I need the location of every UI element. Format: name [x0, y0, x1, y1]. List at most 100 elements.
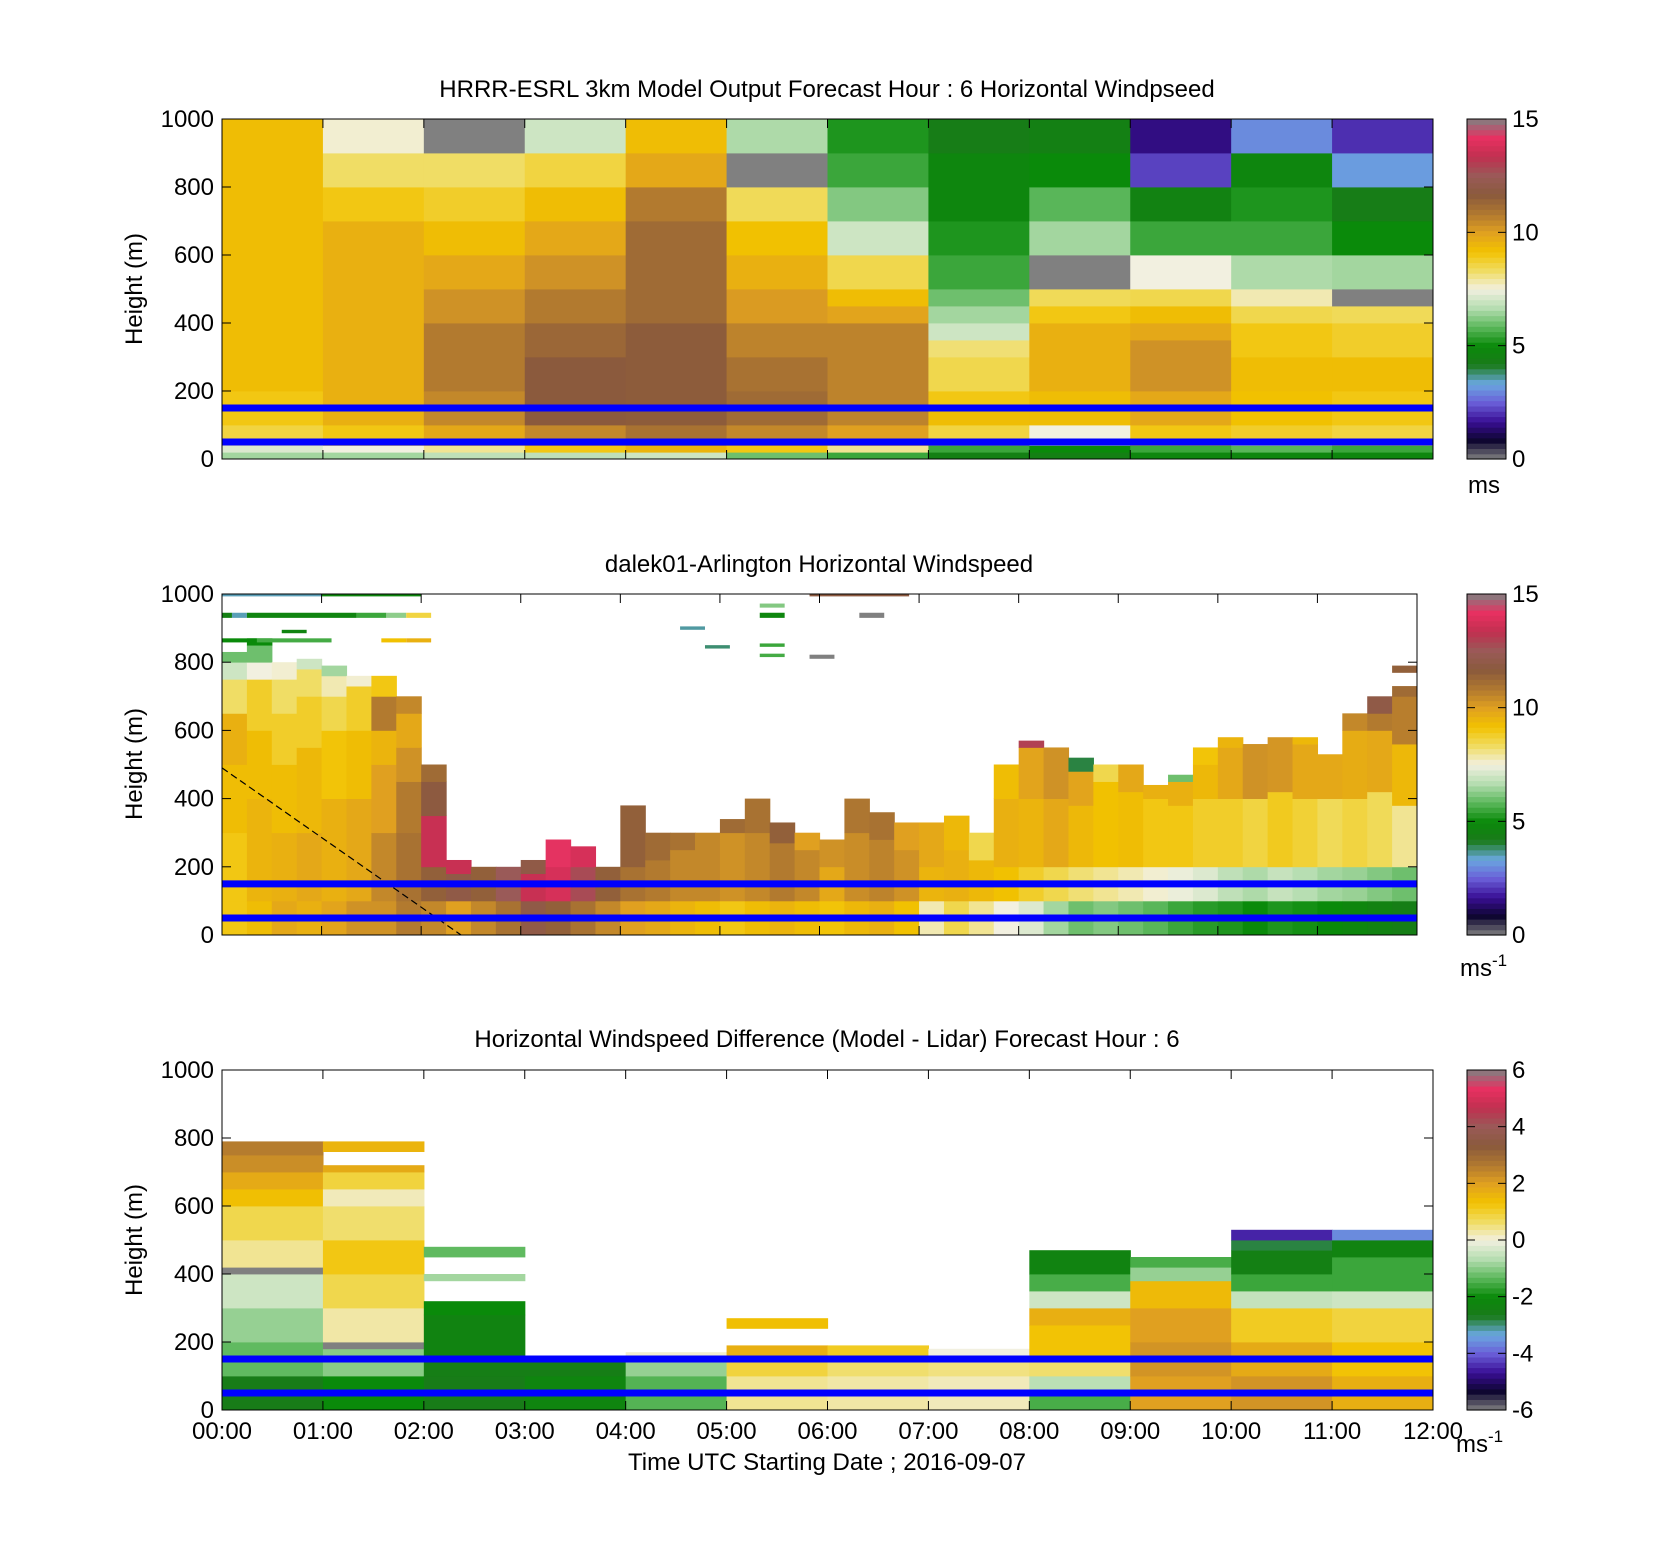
colorbar-segment — [1467, 876, 1506, 883]
heatmap-cell — [222, 425, 324, 439]
heatmap-cell — [322, 187, 425, 222]
colorbar: 0 5 10 15 ms-1 — [1460, 581, 1539, 982]
colorbar-segment — [1467, 908, 1506, 915]
heatmap-cell — [928, 289, 1030, 307]
colorbar-segment — [1467, 1186, 1506, 1193]
colorbar-segment — [1467, 1309, 1506, 1315]
colorbar-segment — [1467, 1155, 1506, 1161]
colorbar-segment — [1467, 1271, 1506, 1278]
heatmap-cell — [322, 452, 425, 459]
colorbar-segment — [1467, 363, 1506, 370]
heatmap-cell — [827, 119, 930, 154]
heatmap-cell — [1130, 187, 1232, 222]
colorbar-segment — [1467, 705, 1506, 712]
colorbar-segment — [1467, 1335, 1506, 1342]
heatmap-cell — [222, 1240, 324, 1268]
heatmap-cell — [371, 764, 397, 834]
heatmap-cell — [809, 654, 835, 659]
heatmap-cell — [271, 679, 298, 714]
heatmap-cell — [1231, 1240, 1333, 1251]
colorbar-segment — [1467, 1229, 1506, 1236]
heatmap-cell — [827, 1359, 930, 1377]
panel-difference: Horizontal Windspeed Difference (Model -… — [121, 1026, 1533, 1458]
colorbar-segment — [1467, 743, 1506, 750]
heatmap-cell — [625, 153, 728, 188]
colorbar-segment — [1467, 1298, 1506, 1305]
heatmap-cell — [1130, 452, 1232, 459]
heatmap-cell — [524, 153, 627, 188]
heatmap-cell — [524, 221, 627, 256]
colorbar-segment — [1467, 421, 1506, 428]
heatmap-cell — [759, 612, 785, 618]
colorbar-segment — [1467, 1362, 1506, 1369]
panel-model: HRRR-ESRL 3km Model Output Forecast Hour… — [121, 76, 1539, 499]
colorbar-tick-label: 0 — [1512, 922, 1525, 949]
colorbar-segment — [1467, 833, 1506, 840]
heatmap-cell — [928, 445, 1030, 453]
colorbar-segment — [1467, 695, 1506, 702]
colorbar-segment — [1467, 1117, 1506, 1124]
heatmap-cell — [1029, 255, 1131, 290]
colorbar-segment — [1467, 881, 1506, 888]
heatmap-cell — [726, 1318, 829, 1329]
colorbar-segment — [1467, 299, 1506, 306]
colorbar-tick-label: 15 — [1512, 106, 1539, 133]
colorbar-segment — [1467, 182, 1506, 189]
colorbar-segment — [1467, 188, 1506, 194]
colorbar-segments — [1467, 119, 1506, 460]
heatmap-cell — [1143, 784, 1169, 799]
heatmap-cell — [1118, 764, 1144, 793]
colorbar-segment — [1467, 823, 1506, 830]
heatmap-cell — [231, 612, 247, 618]
heatmap-cell — [1392, 665, 1417, 673]
heatmap-cell — [928, 255, 1030, 290]
heatmap-cell — [246, 662, 273, 680]
colorbar-segment — [1467, 796, 1506, 803]
heatmap-cell — [1292, 737, 1319, 745]
y-tick-label: 800 — [174, 1125, 214, 1152]
heatmap-cell — [423, 1274, 526, 1282]
heatmap-cell — [769, 842, 796, 902]
y-tick-label: 400 — [174, 1261, 214, 1288]
heatmap-cell — [423, 1359, 526, 1377]
heatmap-cell — [1018, 747, 1045, 799]
heatmap-cell — [222, 1308, 324, 1343]
colorbar-segment — [1467, 1085, 1506, 1092]
colorbar-segment — [1467, 1181, 1506, 1188]
colorbar-segment — [1467, 326, 1506, 333]
heatmap-cell — [1317, 754, 1343, 799]
y-tick-label: 800 — [174, 174, 214, 201]
colorbar-segments — [1467, 594, 1506, 936]
heatmap-cell — [1332, 289, 1433, 307]
heatmap-cell — [1332, 445, 1433, 453]
heatmap-cell — [726, 1359, 829, 1377]
heatmap-cells — [222, 119, 1433, 459]
heatmap-cell — [1231, 1274, 1333, 1292]
colorbar-segment — [1467, 204, 1506, 210]
heatmap-cell — [246, 612, 357, 618]
x-ticks — [221, 119, 1434, 459]
colorbar-segment — [1467, 1319, 1506, 1326]
colorbar-segment — [1467, 129, 1506, 136]
heatmap-cell — [1217, 798, 1244, 868]
x-tick-label: 06:00 — [797, 1418, 857, 1445]
heatmap-cell — [943, 849, 970, 902]
heatmap-cell — [421, 764, 447, 782]
heatmap-cell — [726, 153, 829, 188]
colorbar-segment — [1467, 443, 1506, 449]
colorbar-segment — [1467, 1165, 1506, 1172]
colorbar-segment — [1467, 140, 1506, 147]
y-axis-label: Height (m) — [121, 1184, 148, 1296]
heatmap-cell — [1192, 764, 1219, 799]
colorbar-segment — [1467, 647, 1506, 654]
heatmap-cell — [271, 662, 298, 680]
colorbar-segment — [1467, 812, 1506, 819]
heatmap-cell — [524, 452, 627, 459]
heatmap-cell — [859, 612, 885, 618]
colorbar-segment — [1467, 1170, 1506, 1177]
heatmap-cell — [296, 696, 323, 748]
colorbar-segment — [1467, 780, 1506, 787]
colorbar-segment — [1467, 839, 1506, 846]
heatmap-cell — [322, 1274, 425, 1309]
colorbar-segment — [1467, 785, 1506, 792]
